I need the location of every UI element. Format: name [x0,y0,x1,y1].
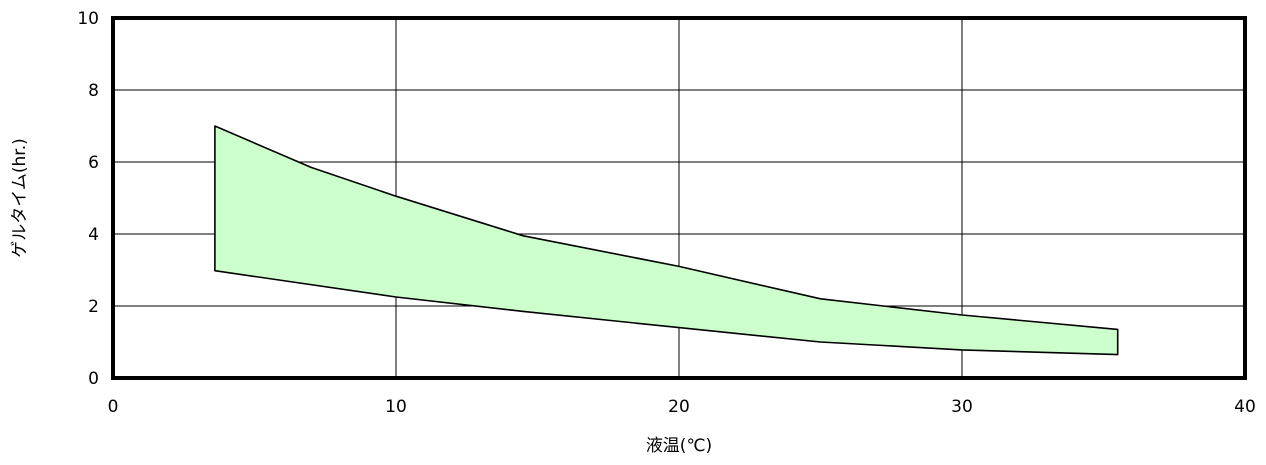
x-axis-label: 液温(℃) [646,436,712,456]
y-tick-label: 10 [77,9,99,29]
y-tick-label: 6 [88,153,99,173]
y-tick-label: 0 [88,369,99,389]
y-axis-ticks: 0 2 4 6 8 10 [77,9,99,389]
x-tick-label: 30 [951,397,973,417]
x-tick-label: 0 [108,397,119,417]
x-tick-label: 20 [668,397,690,417]
x-axis-ticks: 0 10 20 30 40 [108,397,1256,417]
gel-time-range-area [214,125,1119,356]
y-tick-label: 2 [88,297,99,317]
x-tick-label: 40 [1234,397,1256,417]
x-tick-label: 10 [385,397,407,417]
plot-frame [111,16,1247,380]
y-tick-label: 4 [88,225,99,245]
y-axis-label: ゲルタイム(hr.) [10,138,30,258]
y-tick-label: 8 [88,81,99,101]
gel-time-band [214,125,1119,356]
